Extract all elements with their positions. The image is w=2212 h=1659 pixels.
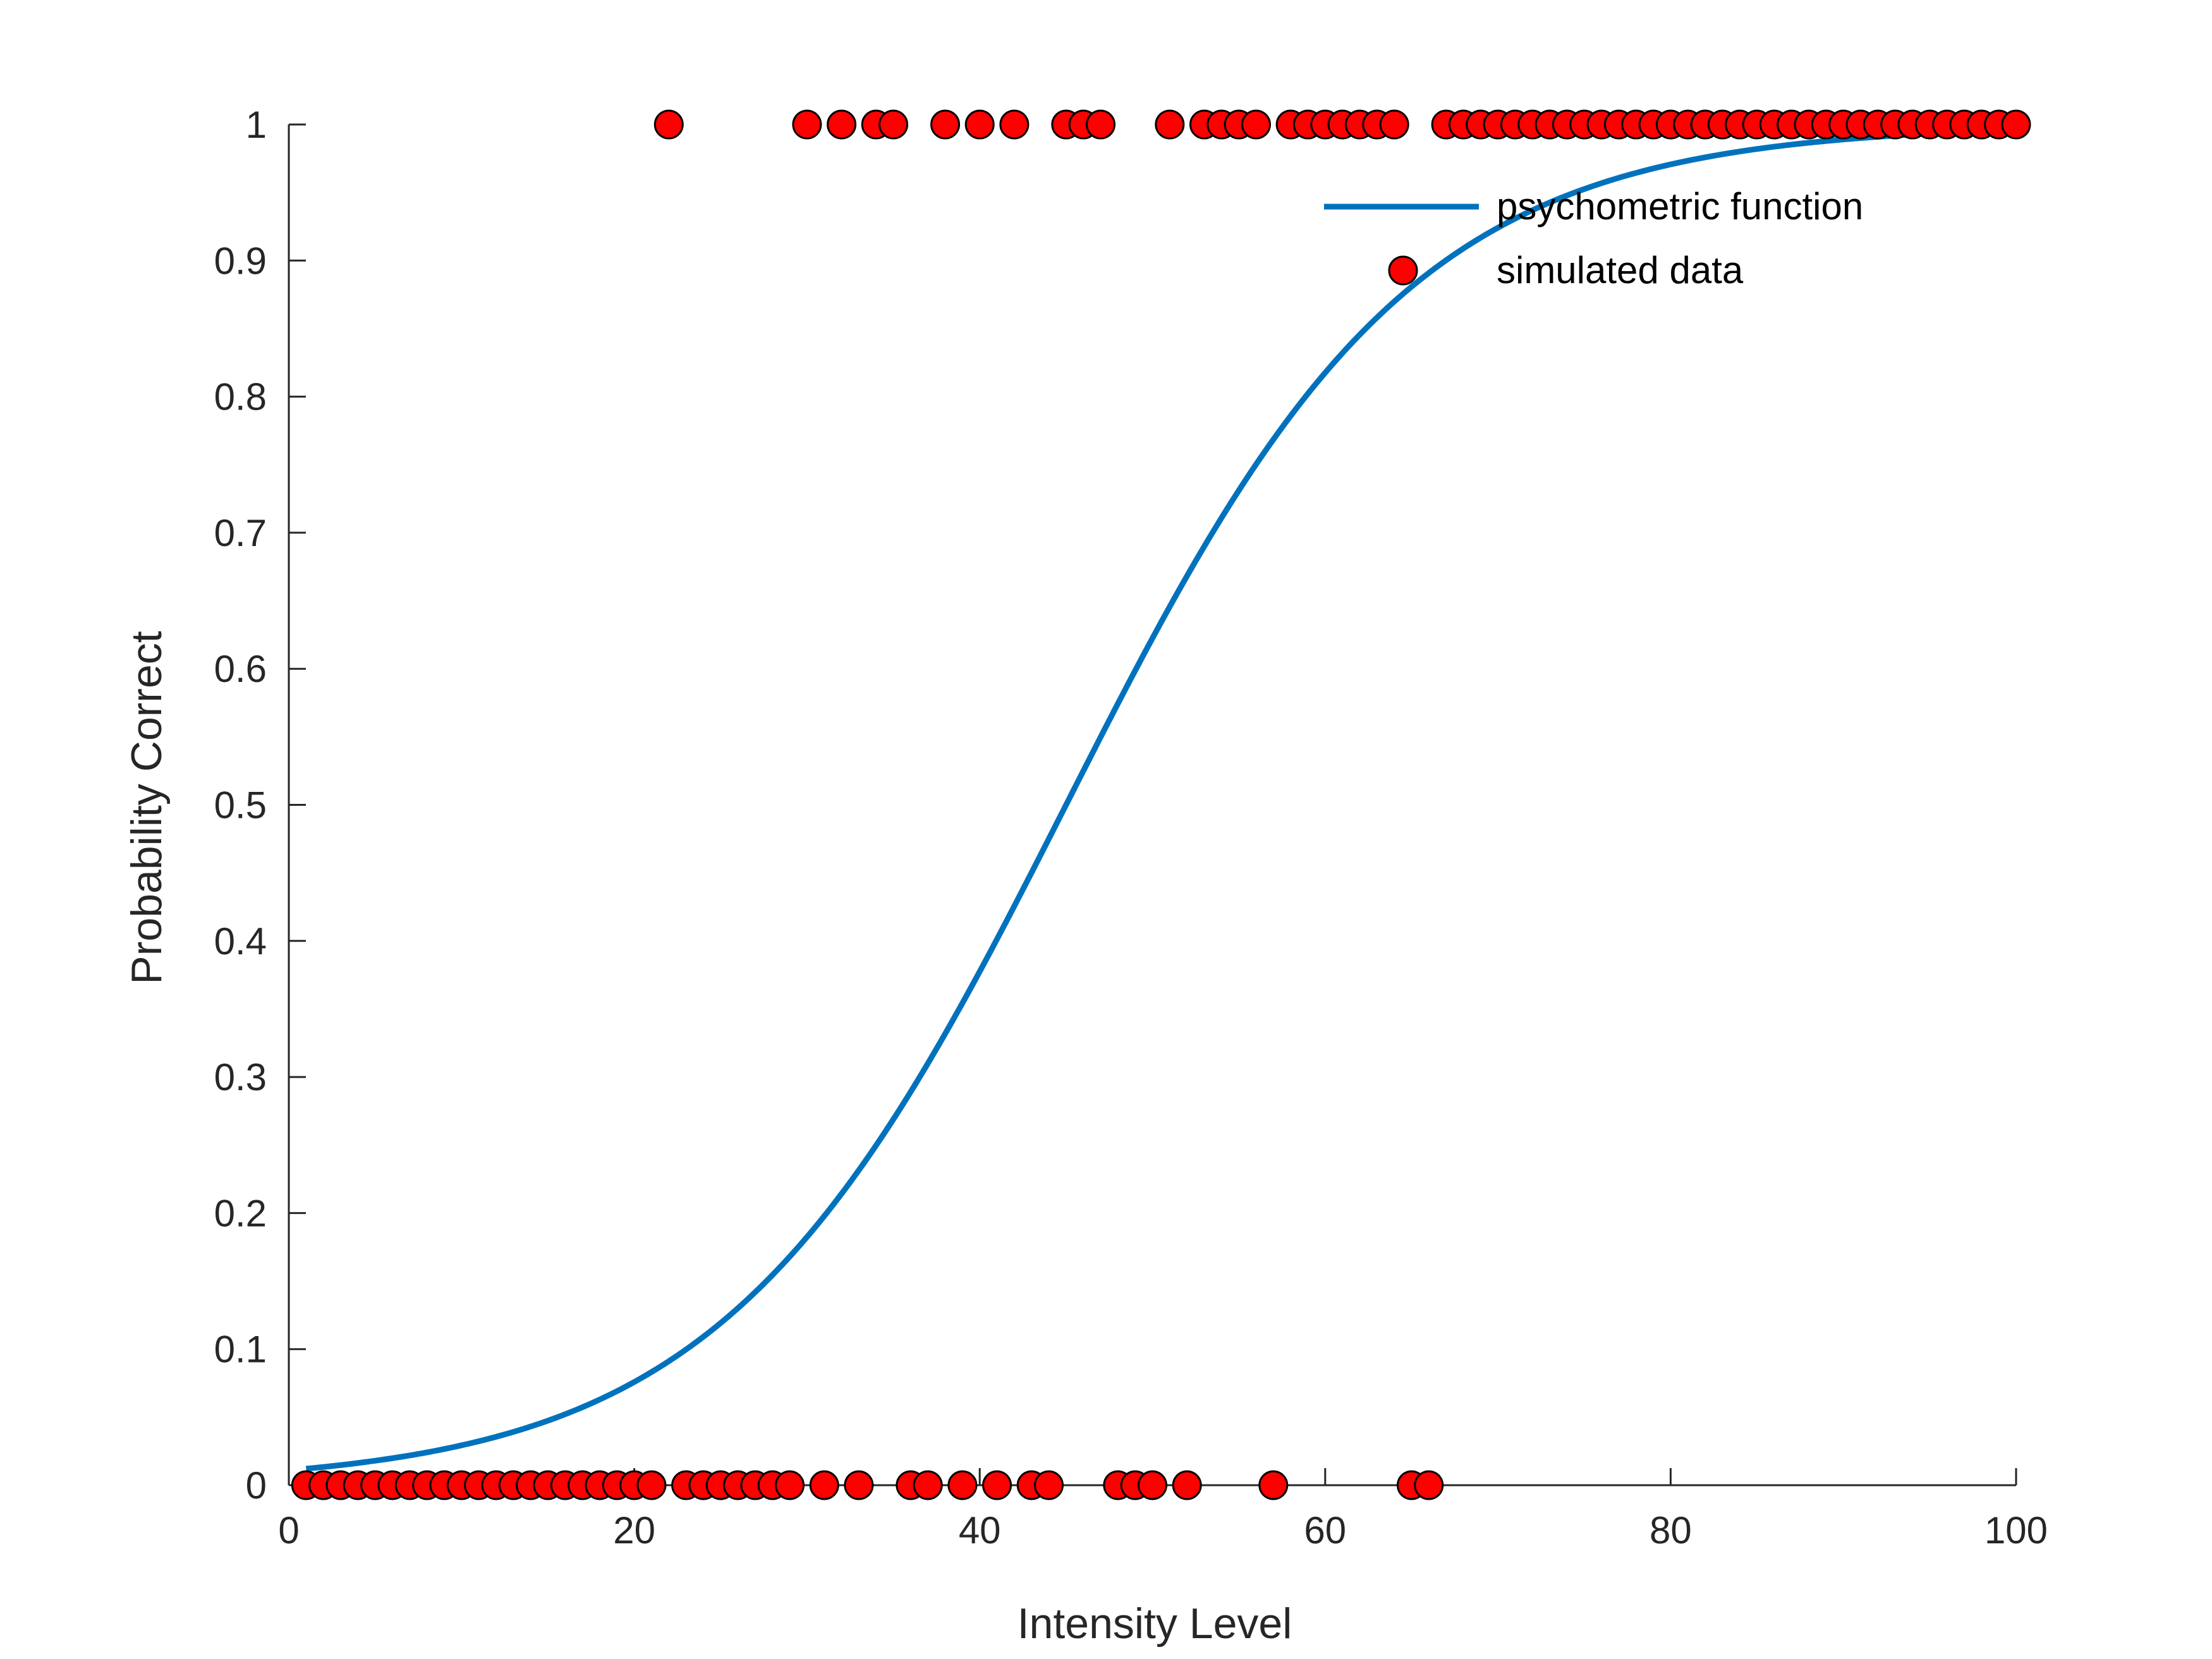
x-tick-label: 20 <box>613 1509 655 1552</box>
x-axis-label: Intensity Level <box>1018 1600 1292 1648</box>
legend: psychometric function simulated data <box>1324 185 1863 291</box>
legend-marker-swatch <box>1388 255 1418 286</box>
y-axis-label: Probability Correct <box>123 631 171 984</box>
data-point <box>792 109 822 140</box>
y-tick-label: 0.1 <box>214 1328 267 1371</box>
data-point <box>1172 1470 1202 1500</box>
y-tick-label: 0.9 <box>214 240 267 282</box>
data-point <box>930 109 961 140</box>
data-point <box>1241 109 1271 140</box>
x-tick-label: 100 <box>1984 1509 2048 1552</box>
data-point <box>999 109 1030 140</box>
data-point <box>947 1470 978 1500</box>
y-tick-label: 0.6 <box>214 648 267 690</box>
y-tick-label: 0.8 <box>214 376 267 418</box>
y-tick-label: 0.4 <box>214 920 267 963</box>
data-point <box>1034 1470 1064 1500</box>
data-point <box>636 1470 667 1500</box>
x-tick-label: 40 <box>959 1509 1001 1552</box>
data-point <box>1155 109 1185 140</box>
y-tick-label: 0.7 <box>214 512 267 554</box>
y-tick-label: 0 <box>246 1464 267 1507</box>
psychometric-function-series <box>305 127 2017 1472</box>
psychometric-function-line <box>305 127 2017 1472</box>
data-point <box>964 109 995 140</box>
y-tick-label: 0.2 <box>214 1192 267 1234</box>
y-tick-label: 0.3 <box>214 1056 267 1098</box>
legend-label-psychometric-function: psychometric function <box>1497 185 1863 228</box>
data-point <box>878 109 909 140</box>
y-tick-label: 1 <box>246 104 267 146</box>
x-tick-label: 0 <box>278 1509 299 1552</box>
axes: 0 20 40 60 80 100 0 0.1 0.2 0.3 0.4 0.5 0.6 0.7 0.8 0.9… <box>214 104 2048 1552</box>
data-point <box>2001 109 2031 140</box>
data-point <box>809 1470 839 1500</box>
data-point <box>775 1470 805 1500</box>
data-point <box>827 109 857 140</box>
data-point <box>982 1470 1012 1500</box>
data-point <box>1414 1470 1444 1500</box>
data-point <box>653 109 684 140</box>
y-tick-label: 0.5 <box>214 784 267 827</box>
data-point <box>913 1470 943 1500</box>
data-point <box>1086 109 1116 140</box>
x-tick-label: 60 <box>1304 1509 1346 1552</box>
simulated-data-series <box>291 109 2031 1500</box>
data-point <box>1258 1470 1289 1500</box>
data-point <box>1138 1470 1167 1500</box>
legend-label-simulated-data: simulated data <box>1497 249 1744 291</box>
x-tick-label: 80 <box>1650 1509 1692 1552</box>
data-point <box>844 1470 874 1500</box>
data-point <box>1379 109 1409 140</box>
